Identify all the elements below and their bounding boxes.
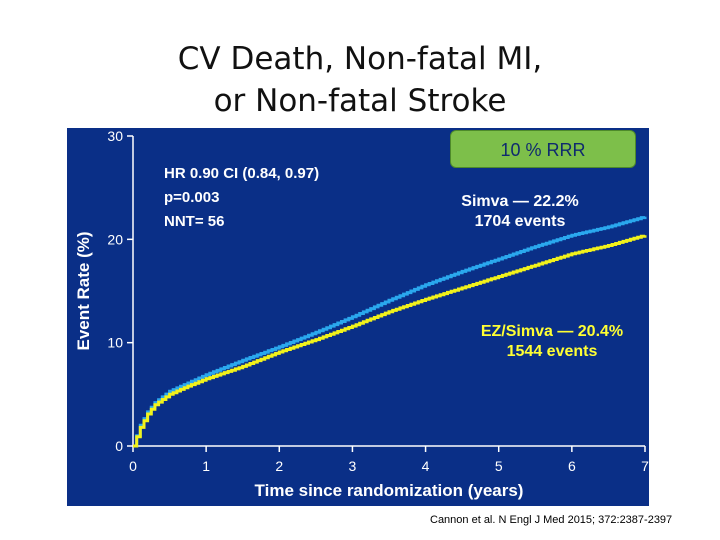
x-tick-label: 5 bbox=[495, 458, 503, 474]
x-tick-label: 3 bbox=[349, 458, 357, 474]
y-tick-label: 10 bbox=[107, 335, 123, 351]
x-tick-label: 7 bbox=[641, 458, 649, 474]
chart-panel: 0 10 20 30 0 1 2 3 4 5 6 7 Time since randomization … bbox=[67, 128, 649, 506]
simva-events-label: 1704 events bbox=[474, 213, 566, 230]
slide-title: CV Death, Non-fatal MI, or Non-fatal Str… bbox=[0, 38, 720, 122]
km-chart: 0 10 20 30 0 1 2 3 4 5 6 7 Time since randomization … bbox=[74, 128, 649, 500]
simva-annotation: Simva — 22.2% 1704 events bbox=[445, 192, 595, 232]
ez-simva-rate-label: EZ/Simva — 20.4% bbox=[480, 323, 624, 340]
title-line-2: or Non-fatal Stroke bbox=[213, 83, 507, 119]
title-line-1: CV Death, Non-fatal MI, bbox=[177, 41, 543, 77]
simva-rate-label: Simva — 22.2% bbox=[461, 193, 579, 210]
x-tick-label: 0 bbox=[129, 458, 137, 474]
ez-simva-annotation: EZ/Simva — 20.4% 1544 events bbox=[471, 322, 633, 362]
y-tick-label: 0 bbox=[115, 438, 123, 454]
citation: Cannon et al. N Engl J Med 2015; 372:238… bbox=[430, 514, 673, 526]
p-value-text: p=0.003 bbox=[164, 189, 220, 206]
x-axis-title: Time since randomization (years) bbox=[255, 481, 524, 500]
simva-series-line bbox=[133, 216, 647, 448]
y-tick-label: 20 bbox=[107, 231, 123, 247]
x-tick-label: 4 bbox=[422, 458, 430, 474]
y-axis-title: Event Rate (%) bbox=[74, 231, 93, 350]
x-tick-label: 2 bbox=[275, 458, 283, 474]
nnt-text: NNT= 56 bbox=[164, 213, 225, 230]
x-tick-label: 6 bbox=[568, 458, 576, 474]
stats-block: HR 0.90 CI (0.84, 0.97) p=0.003 NNT= 56 bbox=[164, 162, 319, 234]
hazard-ratio-text: HR 0.90 CI (0.84, 0.97) bbox=[164, 165, 320, 182]
x-tick-label: 1 bbox=[202, 458, 210, 474]
rrr-badge: 10 % RRR bbox=[450, 130, 636, 168]
ez-simva-series-line bbox=[133, 234, 647, 448]
y-tick-label: 30 bbox=[107, 128, 123, 144]
ez-simva-events-label: 1544 events bbox=[506, 343, 598, 360]
